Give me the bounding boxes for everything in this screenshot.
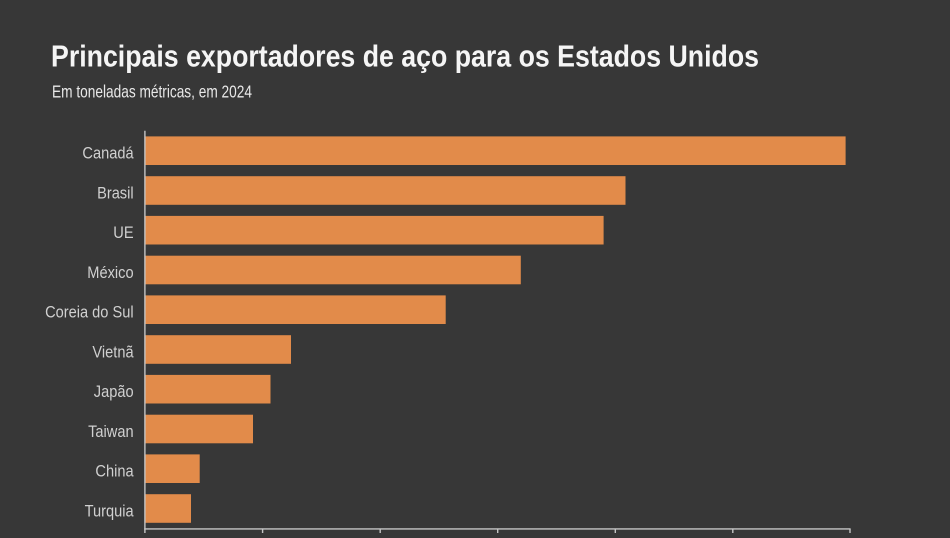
svg-text:Brasil: Brasil (97, 183, 134, 202)
svg-text:Canadá: Canadá (82, 144, 134, 163)
svg-text:Principais exportadores de aço: Principais exportadores de aço para os E… (51, 39, 759, 73)
svg-text:México: México (87, 263, 133, 282)
svg-text:Em toneladas métricas, em 2024: Em toneladas métricas, em 2024 (52, 82, 252, 102)
svg-text:Vietnã: Vietnã (92, 342, 134, 361)
svg-text:China: China (95, 462, 134, 481)
svg-text:Coreia do Sul: Coreia do Sul (45, 303, 134, 322)
svg-text:UE: UE (113, 223, 133, 242)
svg-text:Japão: Japão (94, 382, 134, 401)
svg-text:Turquia: Turquia (85, 501, 135, 520)
svg-text:Taiwan: Taiwan (88, 422, 134, 441)
